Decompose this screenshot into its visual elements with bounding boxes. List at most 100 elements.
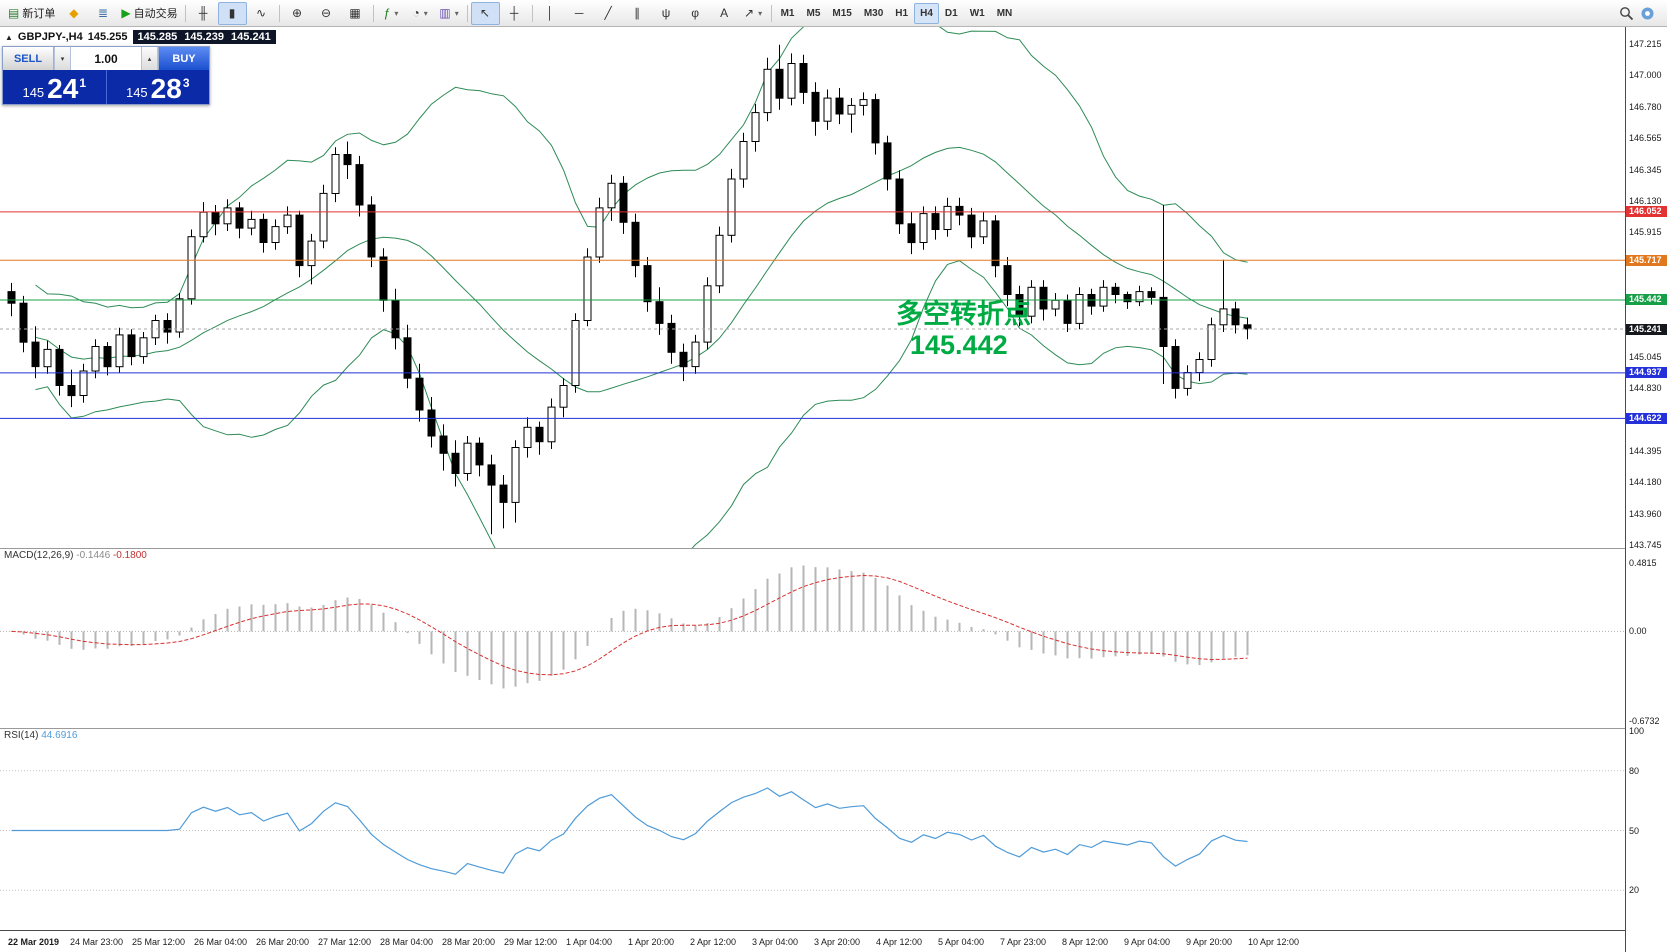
arrows-tool-button[interactable]: ↗ ▾ — [739, 2, 768, 25]
buy-button[interactable]: BUY — [158, 47, 209, 70]
price-axis[interactable]: 147.215 147.000 146.780 146.565 146.345 146.1… — [1625, 27, 1667, 952]
macd-signal-value: -0.1800 — [112, 550, 147, 561]
toolbar-button-label: 自动交易 — [133, 8, 178, 20]
grid-button[interactable]: ▦ — [341, 2, 370, 25]
price-badge-144.937: 144.937 — [1626, 367, 1667, 378]
time-axis[interactable]: 22 Mar 2019 24 Mar 23:00 25 Mar 12:00 26 Ma… — [0, 930, 1625, 952]
macd-panel[interactable] — [0, 548, 1625, 728]
zoom-out-icon: ⊖ — [321, 6, 332, 20]
community-icon[interactable] — [1640, 6, 1655, 21]
periods-dropdown-button[interactable]: ◔ ▾ — [406, 2, 435, 25]
cursor-icon: ↖ — [480, 6, 491, 20]
text-label-icon: A — [720, 6, 729, 20]
fibonacci-button[interactable]: φ — [681, 2, 710, 25]
toolbar: ▤ 新订单 ◆ ≣ ▶ 自动交易 ╫ ▮ ∿ ⊕ ⊖ ▦ ƒ ▾ ◔ ▾ ▥ ▾ ↖ ┼ │ ─ ╱ ∥ ψ φ A ↗ ▾ M1 M5 M1… — [0, 0, 1667, 27]
symbols-icon: ◆ — [69, 6, 79, 20]
price-open: 145.255 — [87, 31, 128, 43]
timeframe-m1[interactable]: M1 — [780, 7, 795, 19]
price-badge-145.241: 145.241 — [1626, 324, 1667, 335]
time-axis-label: 3 Apr 20:00 — [814, 937, 861, 947]
rsi-axis-label: 100 — [1629, 726, 1645, 736]
rsi-axis-label: 80 — [1629, 766, 1640, 776]
new-order-button[interactable]: ▤ 新订单 — [4, 2, 59, 25]
volume-decrement-button[interactable]: ▾ — [54, 47, 71, 70]
rsi-panel[interactable] — [0, 728, 1625, 930]
vertical-line-button[interactable]: │ — [536, 2, 565, 25]
buy-price-display[interactable]: 145 28 3 — [107, 70, 210, 104]
macd-main-value: -0.1446 — [76, 550, 111, 561]
price-axis-label: 144.180 — [1629, 477, 1662, 487]
volume-increment-button[interactable]: ▴ — [141, 47, 158, 70]
bar-chart-button[interactable]: ╫ — [189, 2, 218, 25]
search-icon[interactable] — [1619, 6, 1634, 21]
line-chart-button[interactable]: ∿ — [247, 2, 276, 25]
rsi-indicator-label: RSI(14) 44.6916 — [4, 730, 78, 741]
chart-area: 147.215 147.000 146.780 146.565 146.345 146.1… — [0, 27, 1667, 952]
trade-panel-top-row: SELL ▾ ▴ BUY — [3, 47, 209, 70]
templates-button[interactable]: ▥ ▾ — [435, 2, 464, 25]
zoom-in-button[interactable]: ⊕ — [283, 2, 312, 25]
autotrade-button[interactable]: ▶ 自动交易 — [117, 2, 181, 25]
time-axis-label: 1 Apr 04:00 — [566, 937, 613, 947]
pitchfork-button[interactable]: ψ — [652, 2, 681, 25]
time-axis-label: 5 Apr 04:00 — [938, 937, 985, 947]
templates-icon: ▥ — [439, 6, 451, 20]
timeframe-h4[interactable]: H4 — [914, 2, 939, 24]
trade-panel-price-row: 145 24 1 145 28 3 — [3, 70, 209, 104]
toolbar-button-label: 新订单 — [22, 8, 56, 20]
sell-price-pips: 24 — [47, 73, 79, 104]
chart-annotation: 多空转折点 145.442 — [896, 299, 1031, 361]
timeframe-mn[interactable]: MN — [996, 7, 1013, 19]
price-close: 145.241 — [231, 31, 271, 43]
zoom-out-button[interactable]: ⊖ — [312, 2, 341, 25]
autotrade-icon: ▶ — [121, 6, 131, 20]
toolbar-separator — [770, 4, 772, 22]
time-axis-label: 7 Apr 23:00 — [1000, 937, 1047, 947]
price-high: 145.285 — [137, 31, 178, 43]
panel-separator[interactable] — [0, 728, 1667, 729]
annotation-price: 145.442 — [910, 330, 1008, 360]
sell-price-big-figure: 145 — [22, 85, 45, 100]
macd-axis-label: 0.00 — [1629, 626, 1647, 636]
timeframe-m15[interactable]: M15 — [832, 7, 852, 19]
timeframe-m30[interactable]: M30 — [863, 7, 884, 19]
price-axis-label: 144.830 — [1629, 383, 1662, 393]
symbols-button[interactable]: ◆ — [59, 2, 88, 25]
buy-price-fraction: 3 — [182, 76, 190, 90]
channel-button[interactable]: ∥ — [623, 2, 652, 25]
candlestick-chart[interactable] — [0, 27, 1625, 548]
time-axis-label: 10 Apr 12:00 — [1248, 937, 1300, 947]
time-axis-label: 26 Mar 20:00 — [256, 937, 310, 947]
ohlc-highlight: 145.285 145.239 145.241 — [132, 30, 276, 44]
indicators-icon: ƒ — [383, 6, 391, 20]
indicators-button[interactable]: ƒ ▾ — [377, 2, 406, 25]
timeframe-h1[interactable]: H1 — [895, 7, 909, 19]
symbol-marker-icon: ▲ — [5, 32, 13, 42]
cursor-button[interactable]: ↖ — [470, 1, 500, 25]
chevron-down-icon: ▾ — [394, 8, 399, 18]
market-watch-button[interactable]: ≣ — [88, 2, 117, 25]
price-badge-145.442: 145.442 — [1626, 294, 1667, 305]
trendline-button[interactable]: ╱ — [594, 2, 623, 25]
timeframe-d1[interactable]: D1 — [944, 7, 958, 19]
timeframe-m5[interactable]: M5 — [806, 7, 821, 19]
sell-price-display[interactable]: 145 24 1 — [3, 70, 107, 104]
grid-icon: ▦ — [349, 6, 361, 20]
price-axis-label: 145.915 — [1629, 227, 1662, 237]
sell-button[interactable]: SELL — [3, 47, 54, 70]
time-axis-label: 25 Mar 12:00 — [132, 937, 186, 947]
price-axis-label: 146.345 — [1629, 165, 1662, 175]
chevron-down-icon: ▾ — [758, 8, 763, 18]
crosshair-button[interactable]: ┼ — [500, 2, 529, 25]
horizontal-line-button[interactable]: ─ — [565, 2, 594, 25]
toolbar-separator — [466, 4, 468, 22]
candlestick-chart-button[interactable]: ▮ — [217, 1, 247, 25]
toolbar-separator — [278, 4, 280, 22]
time-axis-label: 27 Mar 12:00 — [318, 937, 372, 947]
one-click-trading-panel: SELL ▾ ▴ BUY 145 24 1 145 28 3 — [2, 46, 210, 105]
text-label-button[interactable]: A — [710, 2, 739, 25]
price-axis-label: 143.745 — [1629, 540, 1662, 550]
panel-separator[interactable] — [0, 548, 1667, 549]
timeframe-w1[interactable]: W1 — [969, 7, 985, 19]
volume-input[interactable] — [71, 47, 141, 70]
